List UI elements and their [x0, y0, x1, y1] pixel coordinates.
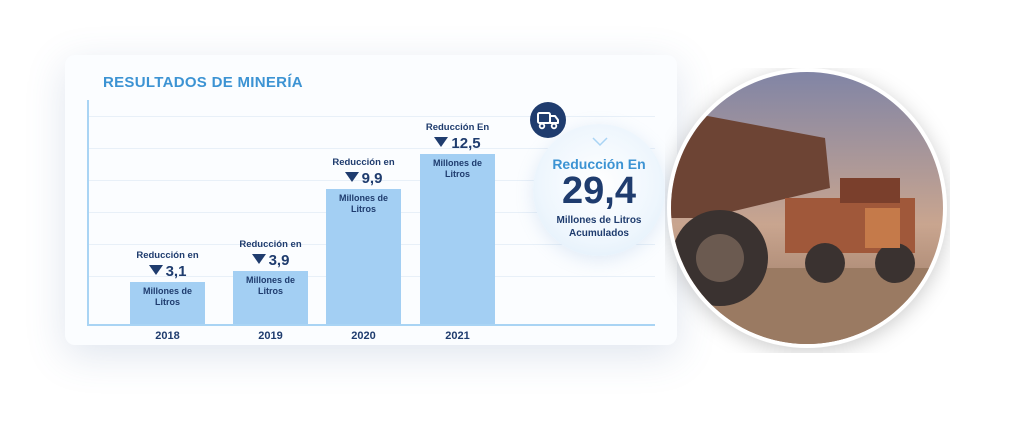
unit-label: Millones de Litros: [142, 285, 192, 307]
grid-decoration: [88, 148, 655, 149]
bar: [233, 270, 308, 324]
bar: [130, 281, 205, 324]
y-axis-line: [87, 100, 89, 326]
bar: [420, 154, 495, 324]
summary-caption: Millones de Litros Acumulados: [556, 215, 642, 239]
x-tick-label: 2019: [258, 330, 283, 342]
bar-prefix: Reducción en: [332, 157, 395, 169]
down-arrow: [251, 253, 266, 264]
mining-photo: [667, 68, 947, 348]
value-label: 9,9: [314, 170, 414, 187]
unit-label: Millones de Litros: [432, 158, 482, 179]
bar-prefix: Reducción en: [239, 238, 302, 250]
summary-title: Reducción En: [552, 156, 646, 172]
chart-title: RESULTADOS DE MINERÍA: [103, 74, 303, 91]
bar-prefix: Reducción En: [425, 122, 490, 133]
truck-icon: [530, 102, 566, 138]
value-label: 3,1: [118, 263, 218, 280]
summary-bubble: [533, 124, 665, 256]
unit-label: Millones de Litros: [338, 193, 388, 215]
x-axis-line: [87, 324, 655, 326]
unit-label: Millones de Litros: [245, 274, 295, 296]
summary-value: 29,4: [562, 170, 636, 212]
down-arrow: [148, 264, 163, 275]
bar-prefix: Reducción en: [136, 249, 199, 261]
grid-decoration: [88, 180, 655, 181]
bar: [326, 189, 401, 324]
x-tick-label: 2021: [445, 330, 470, 342]
value-label: 3,9: [221, 252, 321, 269]
value-text: 3,9: [268, 251, 290, 269]
down-arrow: [344, 172, 359, 183]
x-tick-label: 2020: [351, 330, 376, 342]
grid-decoration: [88, 116, 655, 117]
value-text: 12,5: [451, 135, 481, 152]
chevron: [592, 137, 608, 147]
value-text: 3,1: [165, 262, 187, 280]
down-arrow: [434, 137, 449, 147]
x-tick-label: 2018: [155, 330, 180, 342]
value-text: 9,9: [361, 170, 383, 188]
value-label: 12,5: [408, 135, 508, 152]
